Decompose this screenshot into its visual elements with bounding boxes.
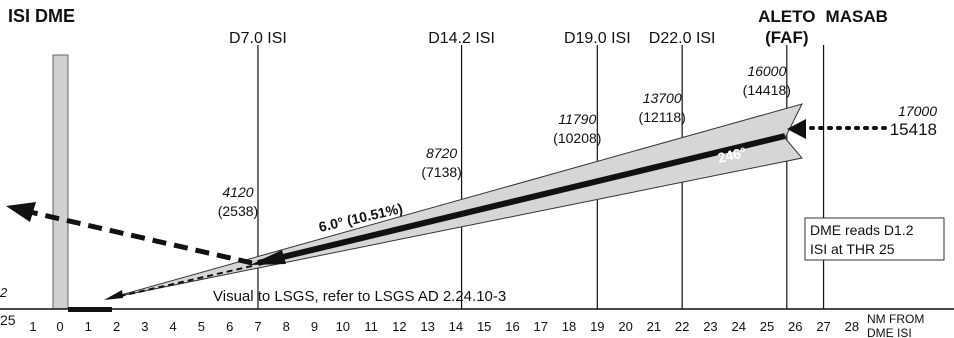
missed-approach-line: [29, 209, 253, 266]
fix-label: ALETO: [758, 7, 815, 26]
fix-label: D19.0 ISI: [564, 30, 631, 47]
altitude-value: 11790: [558, 111, 596, 127]
axis-tick-label: 24: [731, 319, 745, 334]
axis-tick-label: 22: [675, 319, 689, 334]
fix-label: D14.2 ISI: [428, 30, 495, 47]
axis-tick-label: 0: [56, 319, 63, 334]
axis-tick-label: 9: [311, 319, 318, 334]
axis-tick-label: 6: [226, 319, 233, 334]
axis-tick-label: 7: [254, 319, 261, 334]
axis-unit-label-2: DME ISI: [867, 326, 912, 338]
axis-tick-labels: 1 0 1 2 3 4 5 6 7 8 9 10 11 12 13 14 15 16 17 18 19 20 21 22 23 2…: [29, 319, 859, 334]
axis-tick-label: 17: [534, 319, 548, 334]
axis-tick-label: 27: [816, 319, 830, 334]
descent-area-wedge: [109, 103, 803, 299]
dme-note-line-2: ISI at THR 25: [810, 241, 895, 257]
axis-tick-label: 19: [590, 319, 604, 334]
dme-note-line-1: DME reads D1.2: [810, 222, 914, 238]
axis-tick-label: 12: [392, 319, 406, 334]
glide-path-line: [257, 133, 786, 266]
axis-tick-label: 14: [449, 319, 463, 334]
fix-sublabel: (FAF): [765, 28, 808, 47]
altitude-labels: 4120 (2538) 8720 (7138) 11790 (10208) 13700 (12…: [218, 63, 937, 219]
altitude-value: 16000: [747, 63, 786, 79]
altitude-height: (14418): [743, 82, 791, 98]
diagram-title: ISI DME: [8, 6, 75, 26]
axis-tick-label: 10: [336, 319, 350, 334]
missed-approach-arrowhead: [6, 202, 36, 222]
axis-tick-label: 21: [647, 319, 661, 334]
glide-path-arrowhead: [250, 250, 286, 265]
edge-label-bottom: 25: [0, 312, 16, 328]
axis-tick-label: 18: [562, 319, 576, 334]
visual-segment-line: [111, 265, 253, 299]
altitude-height: (7138): [421, 164, 461, 180]
altitude-value: 17000: [898, 103, 937, 119]
axis-tick-label: 11: [364, 319, 378, 334]
axis-tick-label: 2: [113, 319, 120, 334]
fix-label: MASAB: [826, 7, 888, 26]
fix-label: D22.0 ISI: [649, 30, 716, 47]
altitude-height: 15418: [890, 120, 937, 139]
axis-tick-label: 3: [141, 319, 148, 334]
axis-tick-label: 26: [788, 319, 802, 334]
track-label: 246°: [716, 144, 748, 166]
altitude-height: (12118): [639, 109, 686, 125]
runway-bar: [68, 307, 112, 312]
visual-segment-arrowhead: [104, 290, 123, 300]
fix-label: D7.0 ISI: [229, 30, 287, 47]
axis-tick-label: 28: [845, 319, 859, 334]
axis-tick-label: 4: [170, 319, 177, 334]
altitude-value: 8720: [426, 145, 457, 161]
altitude-height: (10208): [553, 130, 601, 146]
axis-tick-label: 1: [29, 319, 36, 334]
axis-unit-label-1: NM FROM: [867, 312, 924, 326]
dme-note-box: [804, 217, 945, 261]
axis-tick-label: 5: [198, 319, 205, 334]
edge-label-top: 2: [0, 285, 8, 300]
fix-labels: D7.0 ISI D14.2 ISI D19.0 ISI D22.0 ISI ALETO…: [229, 7, 888, 47]
axis-tick-label: 1: [85, 319, 92, 334]
axis-tick-label: 23: [703, 319, 717, 334]
altitude-height: (2538): [218, 203, 258, 219]
axis-tick-label: 13: [420, 319, 434, 334]
altitude-value: 4120: [222, 184, 253, 200]
axis-tick-label: 25: [760, 319, 774, 334]
dme-station-column: [52, 54, 69, 310]
axis-tick-label: 8: [283, 319, 290, 334]
visual-note: Visual to LSGS, refer to LSGS AD 2.24.10…: [213, 288, 506, 305]
altitude-value: 13700: [643, 90, 682, 106]
axis-tick-label: 15: [477, 319, 491, 334]
axis-tick-label: 16: [505, 319, 519, 334]
axis-tick-label: 20: [618, 319, 632, 334]
initial-segment-arrowhead: [787, 119, 806, 139]
